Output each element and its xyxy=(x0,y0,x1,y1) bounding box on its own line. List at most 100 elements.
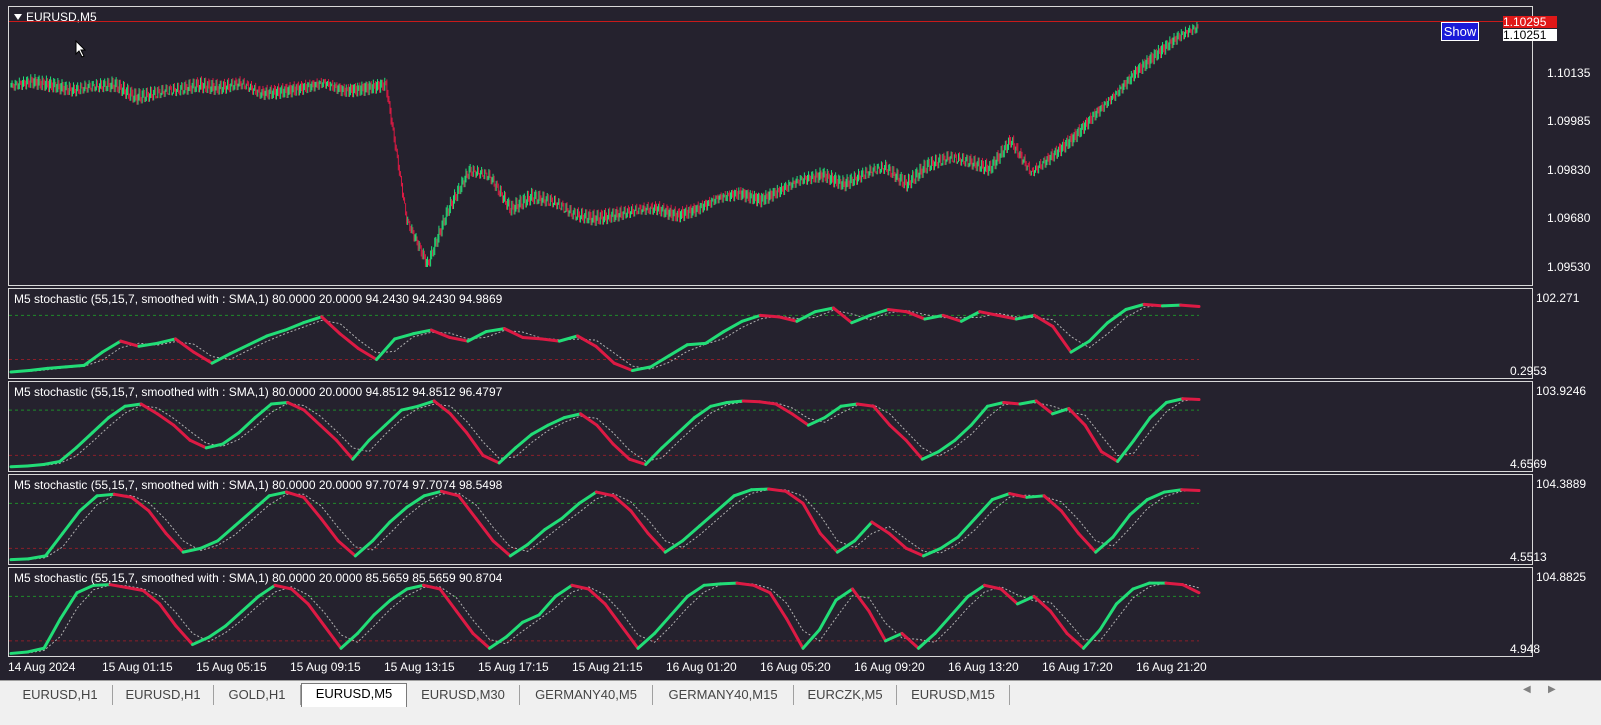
stochastic-segment xyxy=(904,546,926,558)
stochastic-chart-4[interactable] xyxy=(9,568,1534,658)
stochastic-segment xyxy=(416,399,436,408)
stochastic-segment xyxy=(491,539,512,558)
indicator-title: M5 stochastic (55,15,7, smoothed with : … xyxy=(14,571,503,585)
ask-price-tag: 1.10251 xyxy=(1503,29,1557,41)
tab-germany40-m5[interactable]: GERMANY40,M5 xyxy=(520,685,653,705)
show-button[interactable]: Show xyxy=(1441,22,1479,41)
price-chart[interactable] xyxy=(9,7,1534,287)
stochastic-segment xyxy=(867,609,887,643)
stochastic-segment xyxy=(1069,339,1091,354)
stochastic-segment xyxy=(627,457,648,466)
stochastic-segment xyxy=(543,516,564,532)
tab-eurusd-m5[interactable]: EURUSD,M5 xyxy=(301,683,407,707)
stochastic-segment xyxy=(147,509,168,535)
tab-eurczk-m5[interactable]: EURCZK,M5 xyxy=(794,685,897,705)
stochastic-segment xyxy=(839,402,859,408)
stochastic-chart-3[interactable] xyxy=(9,475,1534,566)
stochastic-segment xyxy=(768,591,788,621)
stochastic-chart-1[interactable] xyxy=(9,289,1534,380)
stochastic-segment xyxy=(318,423,338,442)
stochastic-pane-3[interactable]: M5 stochastic (55,15,7, smoothed with : … xyxy=(8,474,1533,565)
stochastic-segment xyxy=(228,343,251,356)
stochastic-segment xyxy=(302,408,322,427)
stochastic-segment xyxy=(448,412,469,435)
tab-eurusd-m30[interactable]: EURUSD,M30 xyxy=(407,685,520,705)
tab-gold-h1[interactable]: GOLD,H1 xyxy=(214,685,301,705)
time-axis-label: 16 Aug 13:20 xyxy=(948,660,1019,674)
tab-eurusd-h1[interactable]: EURUSD,H1 xyxy=(8,685,113,705)
stochastic-segment xyxy=(388,505,409,524)
stochastic-segment xyxy=(1094,535,1115,554)
time-axis-label: 15 Aug 01:15 xyxy=(102,660,173,674)
stochastic-segment xyxy=(1051,324,1073,354)
tab-germany40-m15[interactable]: GERMANY40,M15 xyxy=(653,685,794,705)
stochastic-segment xyxy=(950,594,970,617)
stochastic-segment xyxy=(237,416,257,435)
stochastic-segment xyxy=(594,490,616,498)
stochastic-segment xyxy=(250,494,271,513)
stochastic-segment xyxy=(653,613,673,635)
stochastic-pane-2[interactable]: M5 stochastic (55,15,7, smoothed with : … xyxy=(8,381,1533,472)
stochastic-segment xyxy=(966,583,986,598)
stochastic-segment xyxy=(1179,303,1201,309)
stochastic-pane-1[interactable]: M5 stochastic (55,15,7, smoothed with : … xyxy=(8,288,1533,379)
stochastic-segment xyxy=(42,617,62,650)
stochastic-segment xyxy=(999,587,1019,606)
stochastic-segment xyxy=(320,315,342,336)
stochastic-segment xyxy=(1016,594,1036,606)
stochastic-segment xyxy=(429,328,452,339)
stochastic-chart-2[interactable] xyxy=(9,382,1534,473)
stochastic-segment xyxy=(953,423,973,442)
collapse-triangle-icon[interactable] xyxy=(14,14,22,20)
indicator-max-label: 104.8825 xyxy=(1536,570,1587,584)
stochastic-segment xyxy=(247,334,269,347)
stochastic-segment xyxy=(539,337,561,343)
price-axis-label: 1.09985 xyxy=(1547,114,1591,128)
stochastic-segment xyxy=(1116,438,1136,463)
stochastic-segment xyxy=(439,489,461,498)
scroll-right-icon[interactable]: ▶ xyxy=(1548,684,1556,695)
stochastic-segment xyxy=(90,416,111,435)
stochastic-segment xyxy=(636,631,656,650)
stochastic-segment xyxy=(267,490,288,498)
stochastic-segment xyxy=(9,464,29,469)
stochastic-segment xyxy=(725,399,745,405)
stochastic-segment xyxy=(698,509,719,528)
stochastic-segment xyxy=(620,624,640,650)
stochastic-segment xyxy=(576,334,598,348)
stochastic-segment xyxy=(58,446,78,463)
stochastic-segment xyxy=(1180,488,1201,493)
stochastic-segment xyxy=(900,631,920,650)
indicator-max-label: 103.9246 xyxy=(1536,384,1587,398)
chart-area[interactable]: EURUSD,M5 1.10135 1.09985 1.09830 1.0968… xyxy=(0,0,1601,696)
indicator-min-label: 4.948 xyxy=(1510,642,1541,656)
stochastic-segment xyxy=(868,307,890,317)
scroll-left-icon[interactable]: ◀ xyxy=(1523,684,1531,695)
stochastic-segment xyxy=(82,350,104,367)
time-axis-label: 15 Aug 17:15 xyxy=(478,660,549,674)
stochastic-segment xyxy=(283,321,305,332)
time-axis-label: 15 Aug 09:15 xyxy=(290,660,361,674)
stochastic-segment xyxy=(570,583,590,591)
stochastic-pane-4[interactable]: M5 stochastic (55,15,7, smoothed with : … xyxy=(8,567,1533,657)
stochastic-segment xyxy=(629,509,650,535)
stochastic-segment xyxy=(393,332,415,341)
tab-eurusd-h1-2[interactable]: EURUSD,H1 xyxy=(113,685,214,705)
stochastic-segment xyxy=(372,598,392,617)
stochastic-segment xyxy=(9,369,31,374)
stochastic-segment xyxy=(741,399,762,404)
stochastic-segment xyxy=(693,404,713,420)
price-pane[interactable]: EURUSD,M5 xyxy=(8,6,1533,286)
stochastic-segment xyxy=(130,495,151,513)
time-axis-label: 15 Aug 13:15 xyxy=(384,660,455,674)
time-axis-label: 15 Aug 05:15 xyxy=(196,660,267,674)
stochastic-segment xyxy=(983,583,1003,591)
stochastic-segment xyxy=(888,423,908,442)
time-axis-label: 16 Aug 17:20 xyxy=(1042,660,1113,674)
stochastic-segment xyxy=(61,509,82,535)
stochastic-segment xyxy=(1076,531,1098,554)
stochastic-segment xyxy=(224,609,244,628)
stochastic-segment xyxy=(265,328,287,338)
indicator-title: M5 stochastic (55,15,7, smoothed with : … xyxy=(14,478,503,492)
tab-eurusd-m15[interactable]: EURUSD,M15 xyxy=(897,685,1010,705)
